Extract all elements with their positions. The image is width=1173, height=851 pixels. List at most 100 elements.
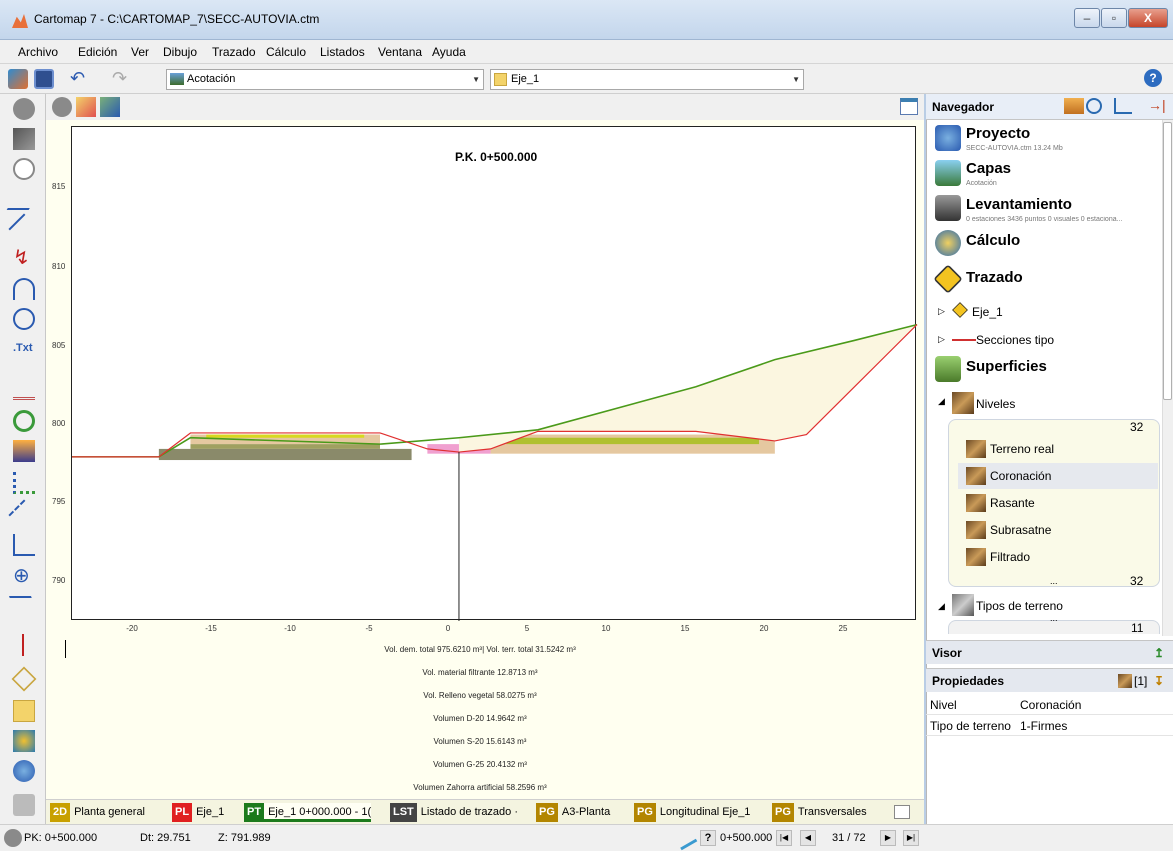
menu-ayuda[interactable]: Ayuda	[432, 45, 466, 59]
levels-more[interactable]: ...	[1050, 576, 1058, 586]
expand-icon[interactable]: ▷	[938, 306, 945, 316]
tab-transversales[interactable]: PG Transversales	[772, 803, 867, 822]
polyline-icon[interactable]	[6, 188, 42, 210]
menu-trazado[interactable]: Trazado	[212, 45, 256, 59]
tab-listado-trazado[interactable]: LST Listado de trazado ·	[390, 803, 518, 822]
scrollbar-thumb[interactable]	[1163, 122, 1172, 400]
tab-longitudinal[interactable]: PG Longitudinal Eje_1	[634, 803, 750, 822]
polygon-icon[interactable]	[11, 666, 37, 692]
tab-eje-1[interactable]: PL Eje_1	[172, 803, 224, 822]
nav-superficies[interactable]: Superficies	[966, 358, 1047, 375]
tab-eje-1-transversal[interactable]: PT Eje_1 0+000.000 - 1(	[244, 803, 372, 822]
edit-icon[interactable]	[76, 97, 96, 117]
nav-levantamiento[interactable]: Levantamiento	[966, 196, 1072, 213]
tree-icon[interactable]	[1114, 98, 1132, 114]
menu-dibujo[interactable]: Dibujo	[163, 45, 198, 59]
zoom-icon[interactable]	[13, 158, 35, 180]
grid-icon[interactable]	[8, 596, 40, 618]
expand-up-icon[interactable]: ↥	[1154, 646, 1165, 660]
visor-header[interactable]: Visor ↥	[926, 640, 1173, 664]
dimension-icon[interactable]	[13, 378, 35, 400]
nav-calculo[interactable]: Cálculo	[966, 232, 1021, 249]
measure-icon[interactable]	[672, 825, 698, 851]
first-page-button[interactable]: |◀	[776, 830, 792, 846]
nav-trazado[interactable]: Trazado	[966, 269, 1023, 286]
expand-down-icon[interactable]: ↧	[1154, 674, 1165, 688]
level-label: Terreno real	[990, 442, 1055, 456]
tab-list-icon[interactable]	[894, 805, 910, 819]
redo-icon[interactable]: ↷	[112, 68, 128, 88]
help-icon[interactable]: ?	[1144, 69, 1162, 87]
level-item[interactable]: Subrasatne	[958, 517, 1158, 543]
level-item[interactable]: Filtrado	[958, 544, 1158, 570]
tab-label: A3-Planta	[561, 806, 611, 818]
globe-icon[interactable]	[13, 760, 35, 782]
sheet-icon[interactable]	[13, 700, 35, 722]
tools-icon[interactable]	[13, 730, 35, 752]
next-page-button[interactable]: ▶	[880, 830, 896, 846]
nav-capas[interactable]: Capas	[966, 160, 1012, 177]
menu-ver[interactable]: Ver	[131, 45, 150, 59]
last-page-button[interactable]: ▶|	[903, 830, 919, 846]
xyz-point-icon[interactable]	[22, 634, 26, 656]
zigzag-icon[interactable]: ↯	[13, 247, 30, 269]
properties-header[interactable]: Propiedades [1] ↧	[926, 668, 1173, 692]
menu-edicion[interactable]: Edición	[78, 45, 118, 59]
tab-a3-planta[interactable]: PG A3-Planta	[536, 803, 610, 822]
tab-planta-general[interactable]: 2D Planta general	[50, 803, 145, 822]
box-icon[interactable]	[1064, 98, 1084, 114]
navigate-icon[interactable]	[4, 829, 22, 847]
view-settings-icon[interactable]	[100, 97, 120, 117]
prev-page-button[interactable]: ◀	[800, 830, 816, 846]
collapse-icon[interactable]: ◢	[938, 396, 945, 406]
text-icon[interactable]: .Txt	[13, 342, 33, 354]
collapse-icon[interactable]: ◢	[938, 601, 945, 611]
undo-icon[interactable]: ↶	[70, 68, 86, 88]
visor-title: Visor	[932, 646, 962, 660]
level-label: Filtrado	[990, 550, 1031, 564]
maximize-button[interactable]: ▫	[1101, 8, 1127, 28]
trash-icon[interactable]	[13, 794, 35, 816]
layer-combo[interactable]: Acotación ▼	[166, 69, 484, 90]
profile-icon[interactable]	[13, 472, 35, 494]
navigate-up-icon[interactable]	[13, 98, 35, 120]
level-item[interactable]: Terreno real	[958, 436, 1158, 462]
navigator-header: Navegador →|	[926, 94, 1173, 120]
nav-secciones-tipo[interactable]: Secciones tipo	[976, 333, 1055, 347]
curve-icon[interactable]	[13, 534, 35, 556]
save-icon[interactable]	[34, 69, 54, 89]
nav-proyecto[interactable]: Proyecto	[966, 125, 1031, 142]
level-item-selected[interactable]: Coronación	[958, 463, 1158, 489]
window-restore-icon[interactable]	[900, 98, 918, 115]
terrain-types-more[interactable]: ...	[1050, 613, 1058, 623]
menu-archivo[interactable]: Archivo	[18, 45, 59, 59]
query-button[interactable]: ?	[700, 830, 716, 846]
menu-listados[interactable]: Listados	[320, 45, 365, 59]
menu-calculo[interactable]: Cálculo	[266, 45, 307, 59]
walk-icon[interactable]	[13, 128, 35, 150]
line-icon[interactable]	[8, 213, 40, 245]
image-icon[interactable]	[13, 440, 35, 462]
close-button[interactable]: X	[1128, 8, 1168, 28]
pin-icon[interactable]: →|	[1148, 97, 1166, 113]
nav-eje-1[interactable]: Eje_1	[972, 305, 1003, 319]
nav-tipos-terreno[interactable]: Tipos de terreno	[976, 599, 1063, 613]
menu-ventana[interactable]: Ventana	[378, 45, 423, 59]
arc-icon[interactable]	[13, 278, 35, 300]
search-icon[interactable]	[1086, 98, 1102, 114]
property-row[interactable]: Nivel Coronación	[926, 695, 1173, 715]
y-tick: 815	[52, 182, 66, 191]
section-plot[interactable]	[71, 126, 918, 621]
slope-icon[interactable]	[8, 499, 40, 531]
expand-icon[interactable]: ▷	[938, 334, 945, 344]
crosshair-icon[interactable]: ⊕	[13, 565, 30, 587]
circle-icon[interactable]	[13, 308, 35, 330]
nav-niveles[interactable]: Niveles	[976, 397, 1016, 411]
level-item[interactable]: Rasante	[958, 490, 1158, 516]
minimize-button[interactable]: –	[1074, 8, 1100, 28]
new-project-icon[interactable]	[8, 69, 28, 89]
station-icon[interactable]	[13, 410, 35, 432]
property-row[interactable]: Tipo de terreno 1-Firmes	[926, 716, 1173, 736]
axis-combo[interactable]: Eje_1 ▼	[490, 69, 804, 90]
refresh-icon[interactable]	[52, 97, 72, 117]
